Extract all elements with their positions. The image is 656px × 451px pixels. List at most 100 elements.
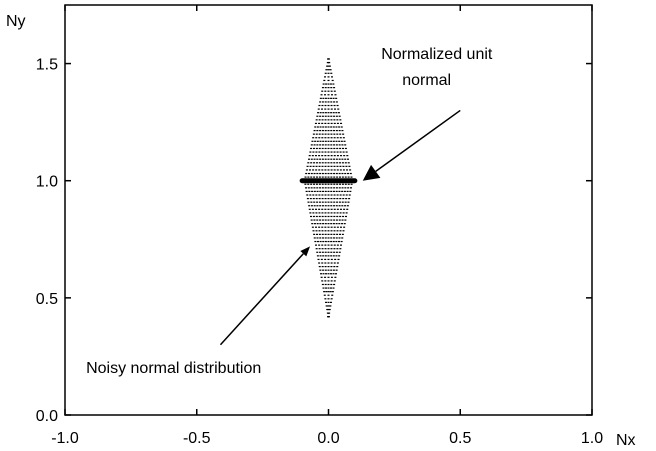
distribution-point	[343, 208, 346, 210]
distribution-point	[330, 208, 333, 210]
distribution-point	[327, 215, 330, 218]
distribution-point	[318, 165, 321, 167]
distribution-point	[319, 190, 322, 193]
distribution-point	[348, 197, 351, 200]
distribution-point	[315, 165, 318, 167]
distribution-point	[344, 201, 347, 203]
distribution-point	[307, 176, 310, 178]
distribution-point	[345, 194, 348, 196]
distribution-point	[330, 205, 333, 207]
distribution-point	[341, 172, 344, 175]
x-axis-label: Nx	[616, 432, 636, 449]
distribution-point	[338, 129, 341, 132]
distribution-point	[330, 298, 333, 300]
distribution-point	[327, 298, 330, 300]
distribution-point	[321, 151, 324, 153]
distribution-point	[319, 223, 322, 225]
distribution-point	[319, 251, 322, 253]
distribution-point	[307, 187, 310, 189]
distribution-point	[336, 165, 339, 167]
distribution-point	[338, 219, 341, 221]
distribution-point	[342, 212, 345, 214]
distribution-point	[330, 215, 333, 218]
distribution-point	[333, 219, 336, 221]
distribution-point	[327, 115, 330, 117]
distribution-point	[324, 108, 327, 110]
distribution-point	[324, 104, 327, 107]
distribution-point	[327, 79, 330, 82]
distribution-point	[327, 251, 330, 253]
distribution-point	[333, 194, 336, 196]
distribution-point	[315, 212, 318, 214]
distribution-point	[327, 305, 330, 307]
distribution-point	[339, 162, 342, 164]
distribution-point	[341, 201, 344, 203]
distribution-point	[344, 219, 347, 221]
distribution-point	[329, 273, 332, 275]
distribution-point	[339, 151, 342, 153]
distribution-point	[333, 115, 336, 117]
distribution-point	[346, 155, 349, 157]
distribution-point	[330, 183, 333, 185]
distribution-point	[324, 255, 327, 257]
distribution-point	[321, 215, 324, 218]
distribution-point	[316, 140, 319, 142]
distribution-point	[324, 87, 327, 89]
distribution-point	[329, 287, 332, 289]
distribution-point	[335, 129, 338, 132]
distribution-point	[335, 223, 338, 225]
distribution-point	[327, 172, 330, 175]
distribution-point	[324, 276, 327, 278]
x-tick-label: -1.0	[51, 430, 79, 447]
distribution-point	[330, 144, 333, 146]
distribution-point	[327, 119, 330, 121]
distribution-point	[320, 273, 323, 275]
distribution-point	[324, 230, 327, 232]
distribution-point	[338, 251, 341, 253]
distribution-point	[330, 165, 333, 167]
distribution-point	[345, 197, 348, 200]
distribution-point	[348, 194, 351, 196]
distribution-point	[333, 87, 336, 89]
distribution-point	[338, 126, 341, 128]
distribution-point	[322, 190, 325, 193]
distribution-point	[319, 115, 322, 117]
distribution-point	[327, 190, 330, 193]
distribution-point	[327, 223, 330, 225]
distribution-point	[346, 169, 349, 171]
distribution-point	[315, 226, 318, 228]
distribution-point	[338, 172, 341, 175]
distribution-point	[337, 108, 340, 110]
distribution-point	[332, 255, 335, 257]
distribution-point	[332, 97, 335, 99]
distribution-point	[327, 294, 330, 296]
distribution-point	[324, 137, 327, 139]
distribution-point	[338, 144, 341, 146]
distribution-point	[308, 155, 311, 157]
distribution-point	[339, 197, 342, 200]
y-tick-label: 1.5	[36, 57, 58, 74]
distribution-point	[330, 283, 333, 286]
distribution-point	[327, 108, 330, 110]
distribution-point	[339, 165, 342, 167]
distribution-point	[318, 233, 321, 235]
distribution-point	[313, 162, 316, 164]
distribution-point	[318, 248, 321, 250]
distribution-point	[312, 169, 315, 171]
distribution-point	[321, 165, 324, 167]
noisy-normal-distribution-arrow-line	[219, 253, 304, 346]
distribution-point	[340, 240, 343, 243]
distribution-point	[324, 201, 327, 203]
distribution-point	[313, 187, 316, 189]
distribution-point	[319, 237, 322, 239]
distribution-point	[330, 190, 333, 193]
distribution-point	[327, 208, 330, 210]
distribution-point	[324, 226, 327, 228]
distribution-point	[327, 244, 330, 246]
distribution-point	[337, 258, 340, 261]
y-axis-label: Ny	[6, 13, 26, 30]
distribution-point	[333, 158, 336, 160]
distribution-point	[330, 187, 333, 189]
distribution-point	[333, 212, 336, 214]
distribution-point	[341, 205, 344, 207]
